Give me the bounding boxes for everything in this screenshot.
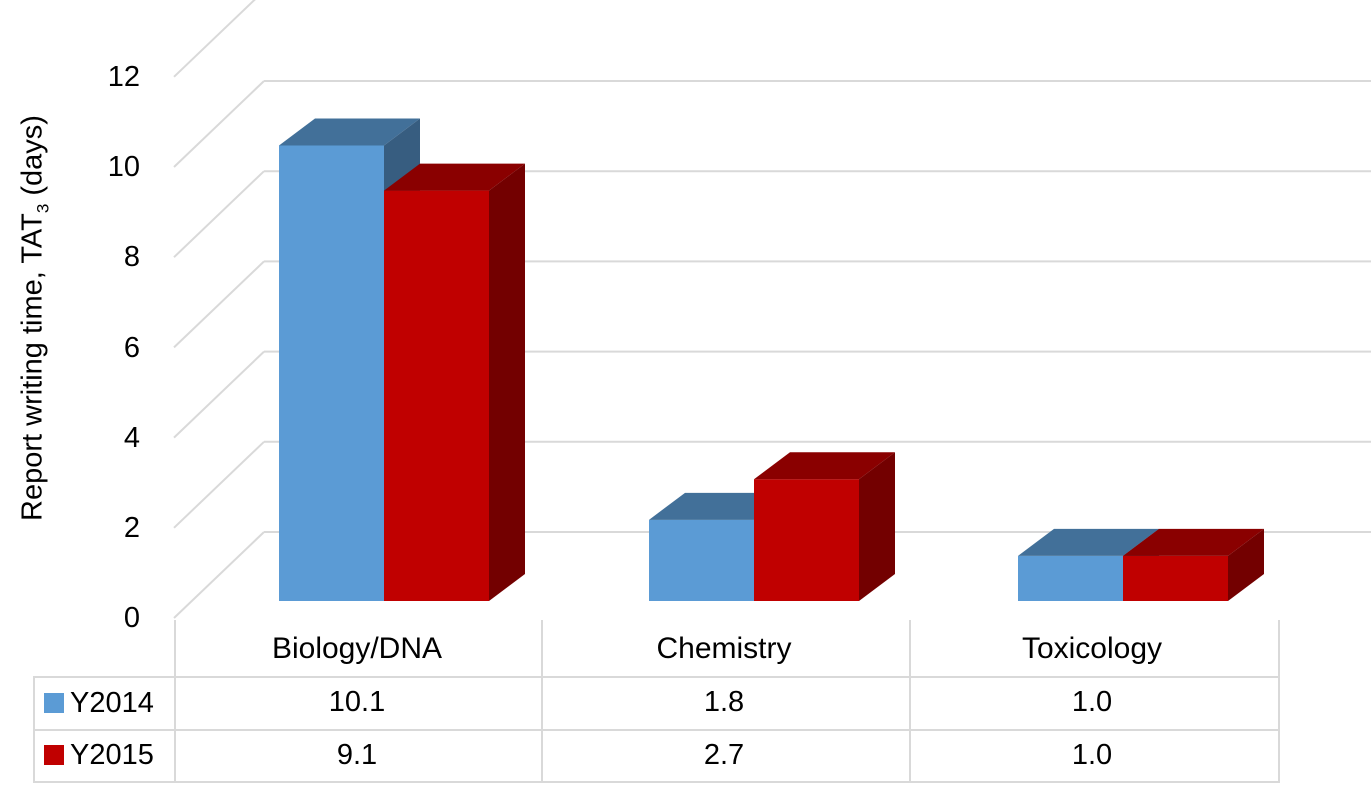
- y-axis-label-main: Report writing time, TAT: [16, 213, 49, 521]
- bar-top: [384, 163, 525, 191]
- bar-front: [279, 145, 384, 602]
- bar-y2015-chemistry: [754, 452, 895, 601]
- legend-label: Y2015: [70, 738, 154, 771]
- table-border: [174, 620, 176, 782]
- bar-y2015-biologydna: [384, 163, 525, 601]
- y-tick-label: 4: [123, 422, 140, 454]
- y-axis-label-unit: (days): [16, 115, 49, 204]
- bar-front: [754, 479, 859, 601]
- table-border: [33, 781, 1280, 783]
- bar-y2015-toxicology: [1123, 528, 1264, 601]
- data-table-value: 2.7: [703, 739, 745, 771]
- category-label: Toxicology: [1021, 632, 1163, 665]
- legend-swatch: [44, 745, 64, 765]
- gridline-side: [173, 260, 265, 349]
- bar-side: [489, 163, 525, 601]
- legend-label: Y2014: [70, 686, 154, 719]
- bar-front: [1123, 555, 1228, 601]
- gridline-side: [173, 531, 265, 619]
- table-border: [33, 729, 1280, 731]
- table-border: [909, 620, 911, 782]
- legend-swatch: [44, 693, 64, 713]
- data-table-value: 1.0: [1071, 739, 1113, 771]
- table-border: [33, 676, 1280, 678]
- bar-side: [1228, 528, 1264, 601]
- table-border: [541, 620, 543, 782]
- bar-side: [859, 452, 895, 601]
- y-tick-label: 12: [107, 61, 140, 93]
- data-table-value: 10.1: [328, 686, 386, 718]
- bar-top: [1123, 528, 1264, 556]
- gridline-side: [173, 441, 265, 529]
- data-table-value: 1.8: [703, 686, 745, 718]
- bar-front: [384, 190, 489, 601]
- y-axis-label-subscript: 3: [33, 203, 53, 214]
- table-border: [1278, 620, 1280, 782]
- y-axis-label: Report writing time, TAT3 (days): [17, 115, 54, 521]
- bar-front: [1018, 555, 1123, 601]
- data-table-value: 1.0: [1071, 686, 1113, 718]
- y-tick-label: 6: [123, 332, 140, 364]
- gridline-side: [173, 0, 256, 78]
- bar-front: [649, 519, 754, 601]
- category-label: Chemistry: [656, 632, 792, 665]
- category-label: Biology/DNA: [271, 632, 443, 665]
- bar-top: [279, 118, 420, 146]
- legend-item-y2015: Y2015: [44, 729, 174, 781]
- legend-item-y2014: Y2014: [44, 677, 174, 729]
- bars: [279, 118, 1264, 602]
- gridline-side: [173, 350, 265, 439]
- y-tick-label: 2: [123, 512, 140, 544]
- gridline-side: [173, 170, 265, 258]
- data-table-value: 9.1: [336, 739, 378, 771]
- y-tick-label: 10: [107, 151, 140, 183]
- bar-top: [1018, 528, 1159, 556]
- bar-top: [754, 452, 895, 480]
- y-tick-label: 8: [123, 241, 140, 273]
- gridline-side: [173, 80, 265, 168]
- y-tick-label: 0: [123, 602, 140, 634]
